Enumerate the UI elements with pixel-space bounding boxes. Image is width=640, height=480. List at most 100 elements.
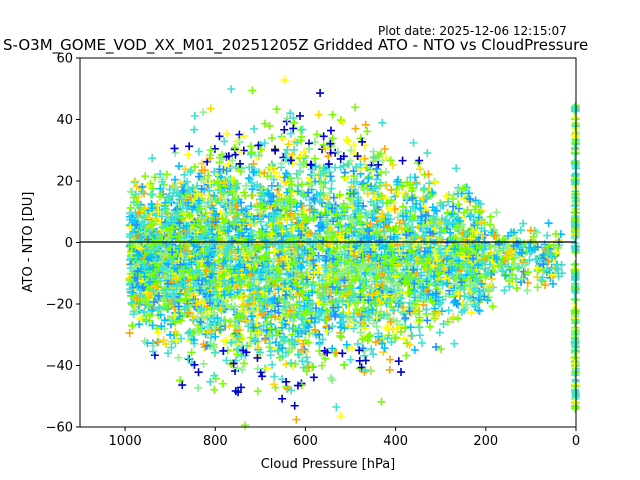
data-point <box>178 214 187 223</box>
data-point <box>159 336 168 345</box>
data-point <box>353 152 362 161</box>
data-point <box>166 271 175 280</box>
data-point <box>476 290 485 299</box>
data-point <box>132 197 141 206</box>
data-point <box>426 295 435 304</box>
data-point <box>426 322 435 331</box>
data-point <box>288 305 297 314</box>
data-point <box>190 163 199 172</box>
data-point <box>197 247 206 256</box>
data-point <box>284 140 293 149</box>
data-point <box>222 356 231 365</box>
data-point <box>386 317 395 326</box>
data-point <box>359 303 368 312</box>
data-point <box>178 204 187 213</box>
data-point <box>168 191 177 200</box>
data-point <box>126 232 135 241</box>
data-point <box>174 232 183 241</box>
data-point <box>281 310 290 319</box>
data-point <box>408 213 417 222</box>
data-point <box>341 174 350 183</box>
data-point <box>296 239 305 248</box>
data-point <box>131 177 140 186</box>
data-point <box>275 353 284 362</box>
data-point <box>385 365 394 374</box>
data-point <box>125 285 134 294</box>
data-point <box>296 152 305 161</box>
data-point <box>348 284 357 293</box>
data-point <box>344 137 353 146</box>
data-point <box>333 147 342 156</box>
data-point <box>518 274 527 283</box>
data-point <box>336 412 345 421</box>
data-point <box>396 298 405 307</box>
data-point <box>265 190 274 199</box>
data-point <box>174 257 183 266</box>
data-point <box>237 383 246 392</box>
data-point <box>303 249 312 258</box>
data-point <box>220 137 229 146</box>
data-point <box>494 261 503 270</box>
data-point <box>506 246 515 255</box>
data-point <box>449 298 458 307</box>
data-point <box>145 278 154 287</box>
data-point <box>298 357 307 366</box>
data-point <box>300 302 309 311</box>
data-point <box>244 232 253 241</box>
data-point <box>127 249 136 258</box>
data-point <box>426 228 435 237</box>
data-point <box>429 212 438 221</box>
data-point <box>463 206 472 215</box>
data-point <box>326 172 335 181</box>
data-point <box>232 184 241 193</box>
data-point <box>176 316 185 325</box>
data-point <box>358 286 367 295</box>
data-point <box>289 113 298 122</box>
data-point <box>186 168 195 177</box>
data-point <box>356 293 365 302</box>
data-point <box>235 130 244 139</box>
data-point <box>418 194 427 203</box>
data-point <box>515 248 524 257</box>
data-point <box>357 243 366 252</box>
data-point <box>244 322 253 331</box>
data-point <box>315 340 324 349</box>
data-point <box>450 284 459 293</box>
data-point <box>224 271 233 280</box>
data-point <box>486 220 495 229</box>
data-point <box>434 220 443 229</box>
data-point <box>323 195 332 204</box>
data-point <box>372 313 381 322</box>
data-point <box>322 327 331 336</box>
data-point <box>316 307 325 316</box>
data-point <box>486 212 495 221</box>
data-point <box>504 262 513 271</box>
data-point <box>192 236 201 245</box>
data-point <box>277 236 286 245</box>
data-point <box>552 263 561 272</box>
data-point <box>154 291 163 300</box>
data-point <box>275 257 284 266</box>
data-point <box>346 282 355 291</box>
data-point <box>167 343 176 352</box>
data-point <box>469 254 478 263</box>
data-point <box>253 153 262 162</box>
data-point <box>365 332 374 341</box>
data-point <box>288 225 297 234</box>
data-point <box>284 248 293 257</box>
points <box>125 76 580 430</box>
data-point <box>315 254 324 263</box>
data-point <box>349 197 358 206</box>
data-point <box>273 224 282 233</box>
data-point <box>329 255 338 264</box>
data-point <box>295 325 304 334</box>
data-point <box>375 236 384 245</box>
data-point <box>234 312 243 321</box>
data-point <box>270 255 279 264</box>
data-point <box>176 376 185 385</box>
data-point <box>261 236 270 245</box>
data-point <box>321 216 330 225</box>
data-point <box>229 359 238 368</box>
data-point <box>319 140 328 149</box>
data-point <box>129 193 138 202</box>
